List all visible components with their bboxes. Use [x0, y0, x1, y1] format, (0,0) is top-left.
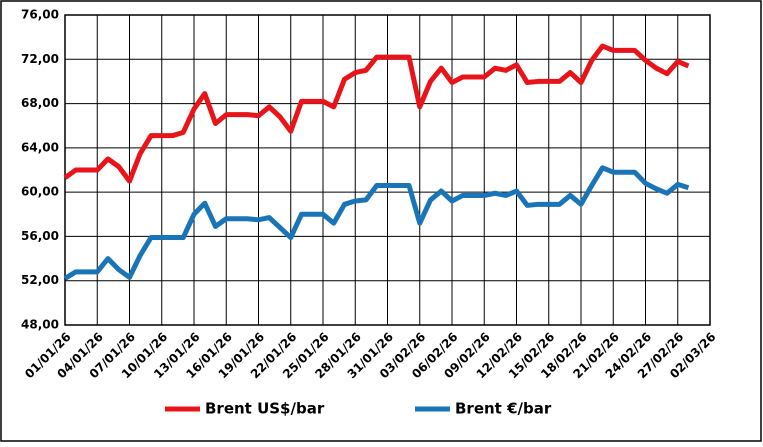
y-tick-label: 68,00 — [21, 96, 59, 110]
y-tick-label: 52,00 — [21, 273, 59, 287]
y-tick-label: 56,00 — [21, 229, 59, 243]
legend-label: Brent US$/bar — [205, 400, 325, 418]
plot-border — [64, 14, 711, 326]
y-tick-label: 64,00 — [21, 140, 59, 154]
data-line — [63, 43, 690, 184]
y-tick-label: 76,00 — [21, 8, 59, 22]
y-tick-label: 60,00 — [21, 185, 59, 199]
y-tick-label: 48,00 — [21, 318, 59, 332]
data-line — [63, 165, 690, 281]
legend-label: Brent €/bar — [455, 400, 552, 418]
y-tick-label: 72,00 — [21, 52, 59, 66]
